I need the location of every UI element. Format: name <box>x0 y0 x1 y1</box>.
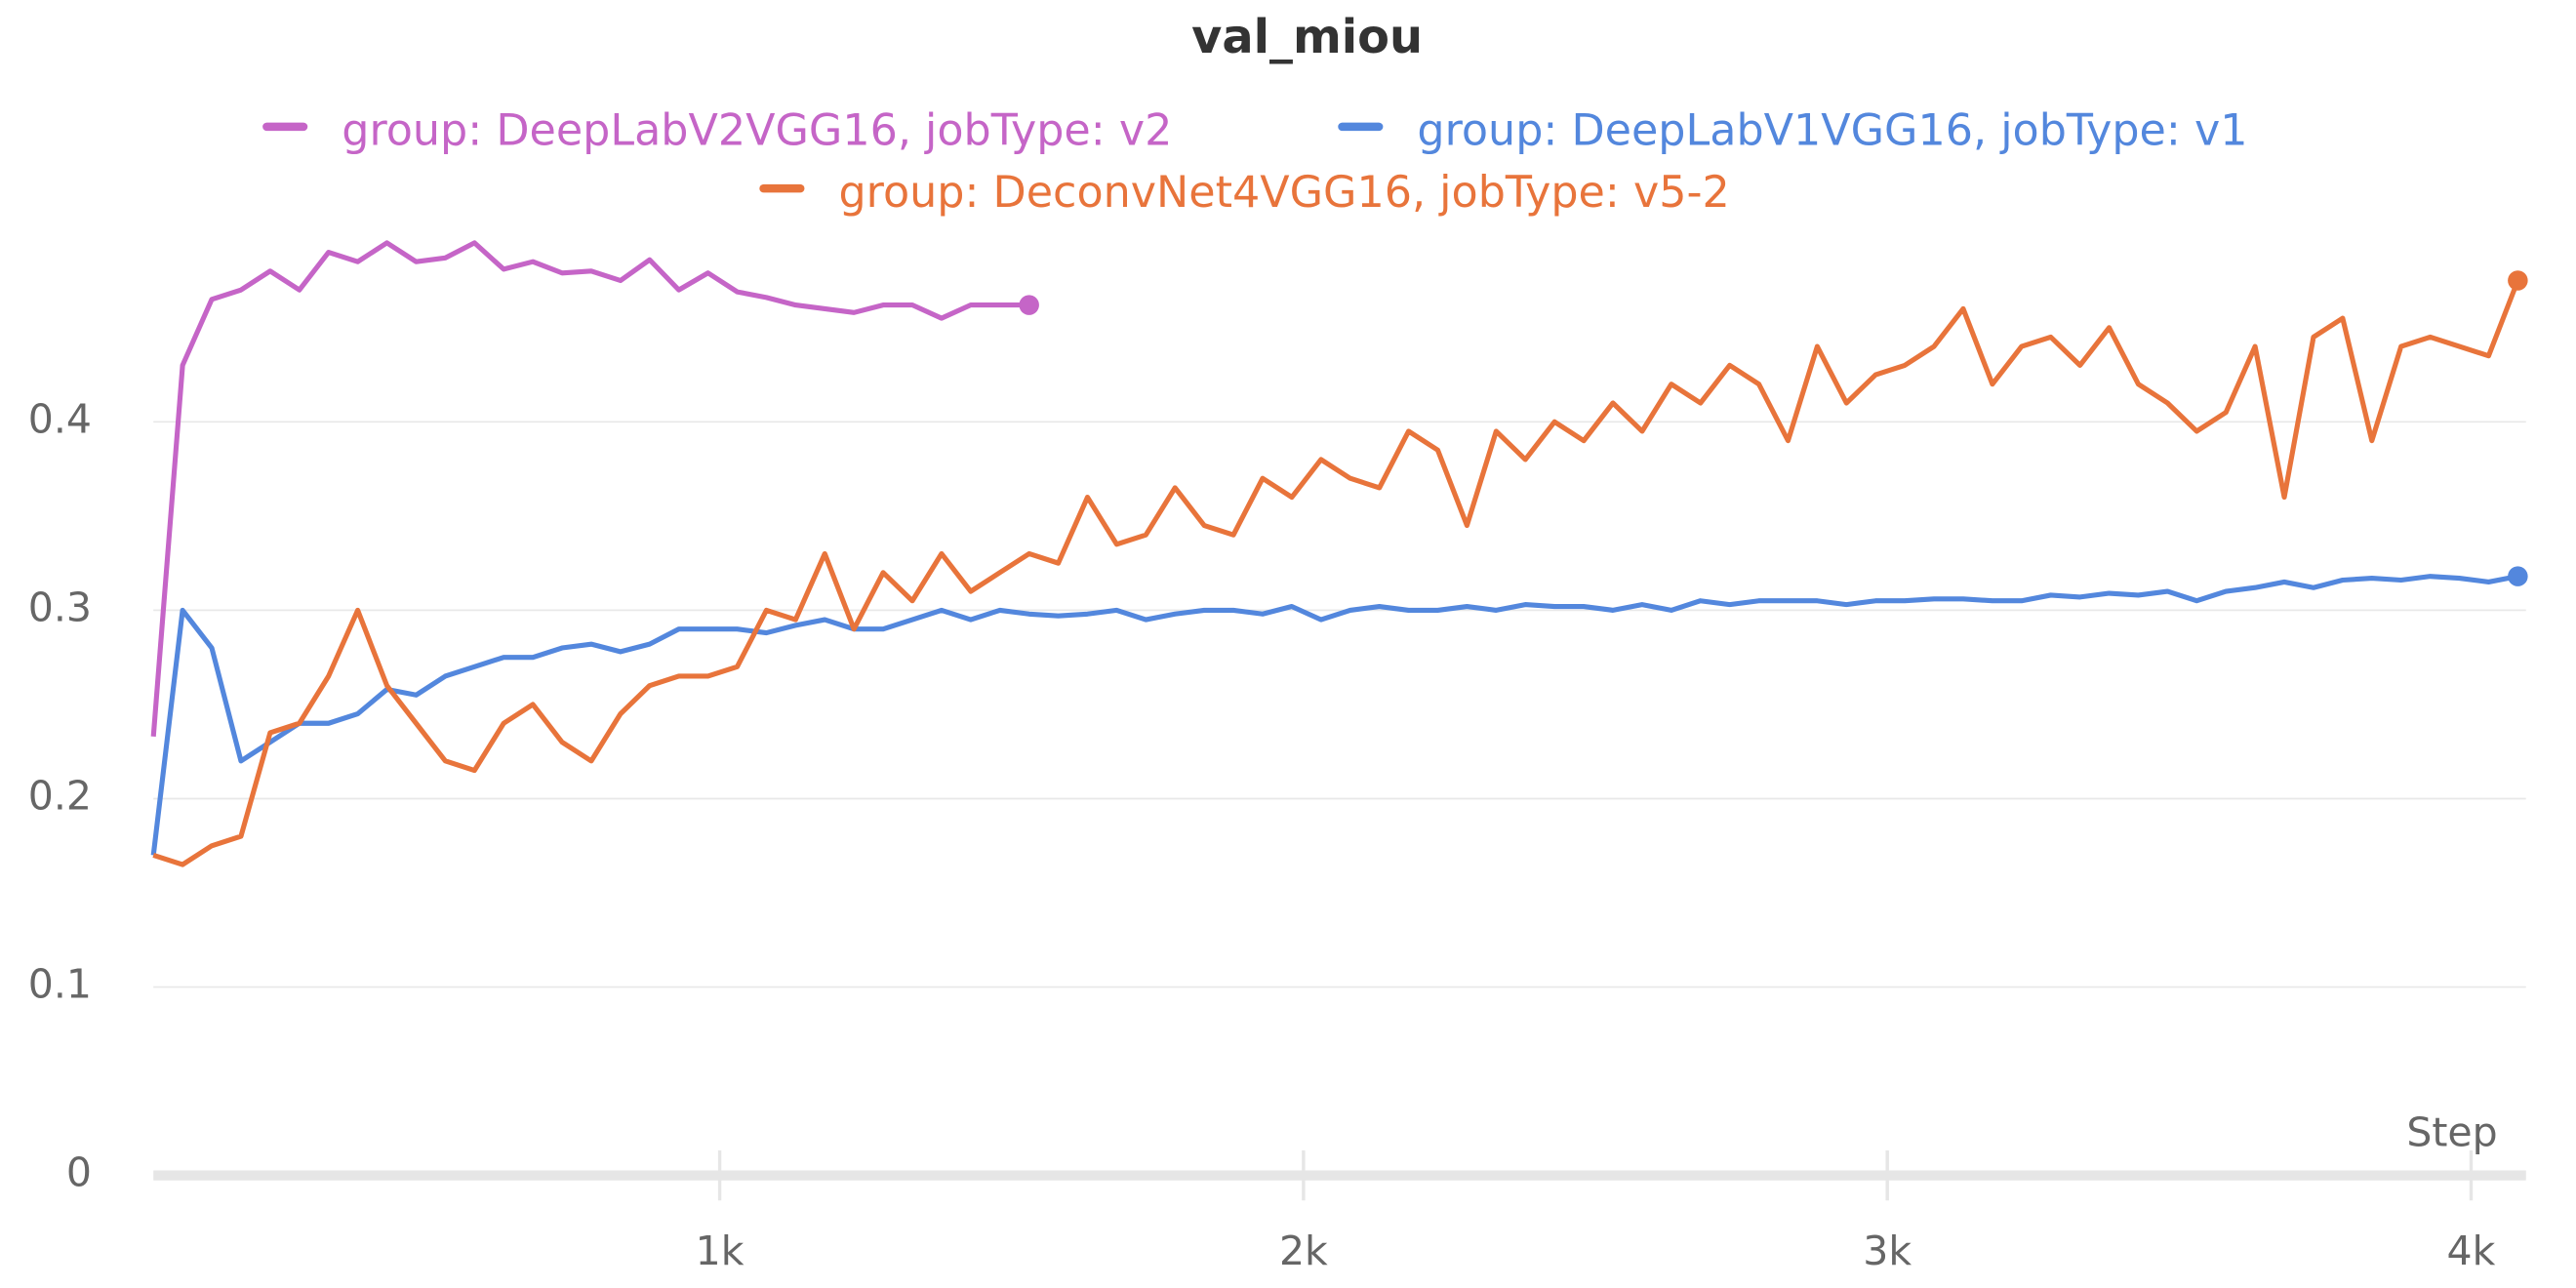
legend-label: group: DeepLabV1VGG16, jobType: v1 <box>1417 106 2247 156</box>
y-tick-label: 0.1 <box>28 961 92 1008</box>
y-tick-label: 0.2 <box>28 772 92 819</box>
x-tick-label: 4k <box>2447 1228 2496 1274</box>
y-tick-label: 0.3 <box>28 584 92 630</box>
x-tick-label: 3k <box>1863 1228 1912 1274</box>
legend-label: group: DeconvNet4VGG16, jobType: v5-2 <box>838 168 1729 218</box>
x-tick-label: 2k <box>1279 1228 1328 1274</box>
end-dot <box>2508 566 2528 586</box>
end-dot <box>1019 295 1039 315</box>
end-dot <box>2508 270 2528 291</box>
y-tick-label: 0.4 <box>28 395 92 442</box>
legend-label: group: DeepLabV2VGG16, jobType: v2 <box>342 106 1172 156</box>
series-line <box>150 574 2518 856</box>
chart-title: val_miou <box>1191 11 1423 64</box>
y-tick-label: 0 <box>66 1149 92 1196</box>
x-axis-label: Step <box>2406 1109 2497 1156</box>
x-tick-label: 1k <box>696 1228 745 1274</box>
series-line <box>150 240 1029 737</box>
series-line <box>152 279 2520 867</box>
